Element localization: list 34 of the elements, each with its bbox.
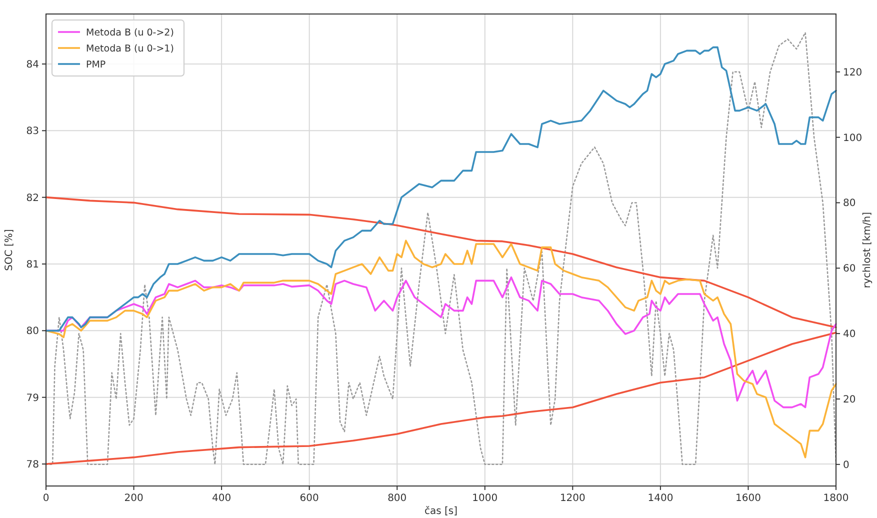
x-tick-label: 1400 [648,493,674,504]
x-tick-label: 600 [300,493,319,504]
y-tick-label: 81 [26,260,39,270]
y-tick-label: 79 [26,392,39,404]
y2-tick-label: 60 [843,264,856,275]
y-tick-label: 82 [26,192,39,204]
y2-tick-label: 80 [843,198,856,210]
y-tick-label: 78 [26,460,39,470]
x-tick-label: 400 [212,493,232,504]
y2-tick-label: 0 [843,460,850,471]
y-axis-title: SOC [%] [4,229,15,271]
y2-axis-title: rychlost [km/h] [862,212,873,288]
legend-label: Metoda B (u 0->1) [86,43,174,54]
y2-tick-label: 120 [843,67,862,78]
y2-tick-label: 20 [843,394,856,406]
x-tick-label: 1800 [823,493,849,504]
legend-label: Metoda B (u 0->2) [86,27,174,38]
x-tick-label: 1200 [560,493,586,504]
y-tick-label: 84 [26,60,39,70]
x-tick-label: 800 [388,493,407,504]
line-series [45,332,837,465]
y2-tick-label: 40 [843,329,856,340]
x-tick-label: 1600 [735,493,761,504]
x-axis-title: čas [s] [424,506,458,517]
x-tick-label: 200 [124,493,144,504]
x-tick-label: 0 [42,493,50,504]
line-series [45,196,837,328]
line-series [45,240,837,458]
x-tick-label: 1000 [472,493,498,504]
legend-label: PMP [86,59,106,70]
y-tick-label: 83 [26,126,39,138]
line-series [45,46,837,332]
y-tick-label: 80 [26,326,39,338]
y2-tick-label: 100 [843,132,862,144]
